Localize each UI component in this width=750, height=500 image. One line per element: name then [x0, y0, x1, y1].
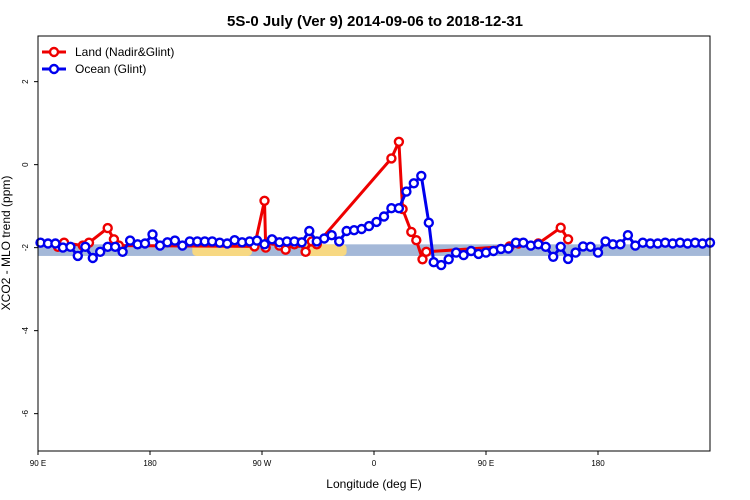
y-tick-label: 2 — [21, 79, 30, 84]
data-point — [562, 253, 574, 265]
data-point — [562, 234, 574, 245]
data-point — [592, 247, 604, 258]
data-point — [555, 241, 566, 253]
data-point — [147, 229, 158, 240]
data-point — [503, 243, 514, 254]
data-point — [458, 249, 469, 261]
data-point — [548, 251, 559, 262]
x-tick-label: 90 E — [30, 459, 46, 468]
x-tick-label: 90 E — [478, 459, 494, 468]
data-point — [117, 246, 128, 258]
data-point — [401, 186, 412, 197]
x-axis: 90 E 180 90 W 0 90 E 180 — [30, 451, 605, 468]
data-point — [408, 178, 419, 189]
data-point — [139, 238, 151, 249]
legend: Land (Nadir&Glint) Ocean (Glint) — [42, 45, 174, 76]
data-point — [615, 239, 626, 250]
data-point — [259, 239, 270, 250]
data-point — [585, 241, 596, 253]
data-point — [80, 241, 91, 253]
data-point — [87, 252, 99, 264]
data-point — [371, 216, 382, 228]
y-axis-label: XCO2 - MLO trend (ppm) — [0, 176, 13, 311]
data-point — [411, 234, 422, 246]
legend-marker-land — [48, 46, 60, 58]
y-tick-label: -2 — [21, 244, 30, 252]
data-point — [296, 237, 307, 248]
data-point — [416, 170, 427, 182]
data-point — [169, 235, 181, 246]
data-point — [65, 241, 76, 253]
data-point — [443, 254, 454, 265]
data-point — [540, 241, 551, 253]
legend-label-land: Land (Nadir&Glint) — [75, 45, 174, 59]
data-point — [378, 211, 390, 222]
data-point — [393, 136, 405, 148]
y-tick-label: -6 — [21, 410, 30, 418]
legend-entry-land: Land (Nadir&Glint) — [42, 45, 174, 59]
series-layer — [35, 136, 716, 271]
y-axis: 2 0 -2 -4 -6 — [21, 79, 38, 417]
x-tick-label: 0 — [372, 459, 377, 468]
x-tick-label: 180 — [143, 459, 157, 468]
data-point — [259, 195, 270, 207]
data-point — [102, 222, 113, 234]
x-axis-label: Longitude (deg E) — [326, 477, 421, 491]
chart-title: 5S-0 July (Ver 9) 2014-09-06 to 2018-12-… — [227, 13, 523, 30]
data-point — [622, 229, 634, 241]
data-point — [94, 246, 106, 258]
data-point — [570, 247, 581, 258]
data-point — [300, 246, 311, 258]
data-point — [109, 241, 121, 253]
data-point — [386, 153, 397, 164]
x-tick-label: 180 — [591, 459, 605, 468]
data-point — [436, 259, 447, 271]
legend-entry-ocean: Ocean (Glint) — [42, 62, 146, 76]
y-tick-label: 0 — [21, 162, 30, 167]
ocean-band — [38, 244, 710, 256]
data-point — [326, 229, 337, 241]
data-point — [421, 246, 432, 258]
data-point — [363, 220, 375, 232]
data-point — [72, 250, 84, 262]
legend-label-ocean: Ocean (Glint) — [75, 62, 146, 76]
data-point — [423, 217, 434, 228]
data-point — [334, 236, 345, 247]
x-tick-label: 90 W — [253, 459, 272, 468]
data-point — [280, 244, 291, 255]
series-1 — [35, 170, 716, 271]
data-point — [304, 225, 315, 237]
data-point — [393, 202, 405, 214]
data-point — [50, 238, 61, 249]
data-point — [406, 226, 417, 238]
y-tick-label: -4 — [21, 327, 30, 335]
legend-marker-ocean — [48, 63, 60, 75]
data-point — [555, 222, 566, 233]
data-point — [177, 240, 188, 251]
